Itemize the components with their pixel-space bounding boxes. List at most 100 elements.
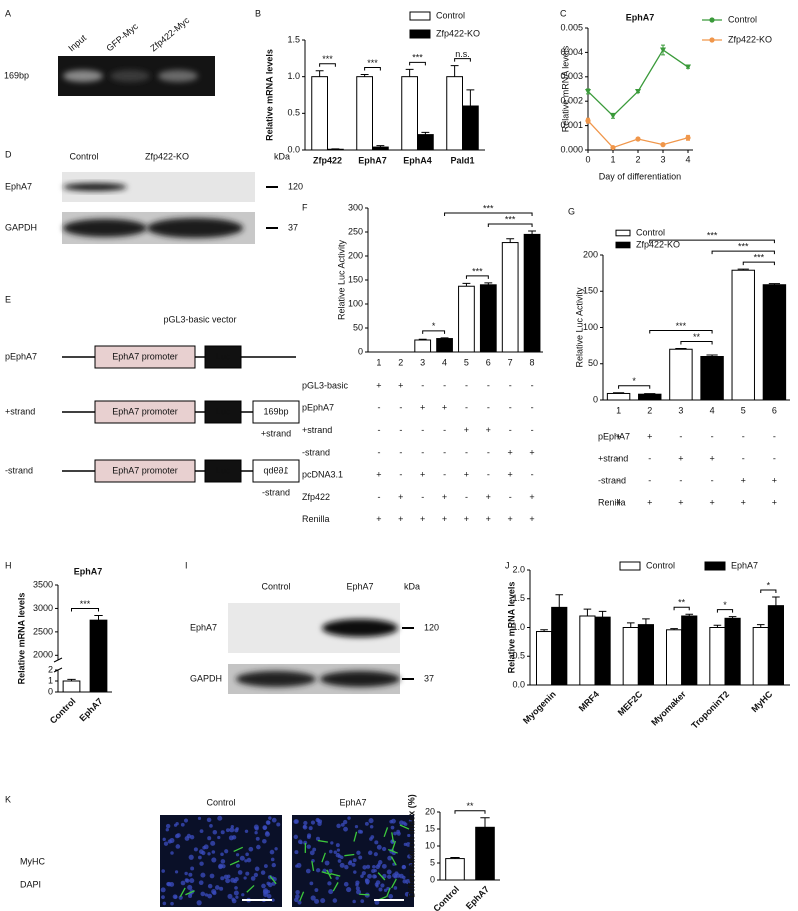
nucleus [230,877,236,883]
condition-label: -strand [598,475,626,485]
error-bar [768,283,781,285]
nucleus [310,820,316,825]
nucleus [312,847,317,852]
nucleus [210,840,216,846]
nucleus [297,900,302,905]
significance-bracket [71,607,99,612]
nucleus [271,862,276,868]
nucleus [250,876,256,881]
y-tick-label: 150 [583,286,598,296]
nucleus [253,872,259,878]
promoter-label: EphA7 promoter [112,351,178,361]
legend-label: Zfp422-KO [636,239,680,249]
condition-mark: - [443,425,446,435]
error-bar [360,73,369,77]
panel-label: C [560,8,567,18]
nucleus [202,845,206,850]
x-tick-label: 3 [420,357,425,367]
x-tick-label: EphA7 [77,696,104,723]
y-tick-label: 5 [430,857,435,867]
error-bar [772,596,780,606]
nucleus [336,848,341,852]
nucleus [212,890,217,896]
promoter-label: EphA7 promoter [112,465,178,475]
y-tick-label: 0.0 [287,144,300,154]
marker [660,47,666,53]
condition-mark: - [487,403,490,413]
reporter-label: Luc [216,351,231,361]
error-bar [685,613,694,616]
condition-mark: - [399,403,402,413]
y-tick-label: 0.001 [560,120,583,130]
myotube [269,875,277,885]
nucleus [271,817,277,823]
nucleus [184,836,190,841]
nucleus [357,829,362,834]
blot-band [63,219,147,237]
nucleus [342,819,348,825]
condition-mark: + [772,475,777,485]
nucleus [315,836,321,841]
error-bar [315,70,324,77]
marker [635,88,641,95]
nucleus [161,869,166,873]
nucleus [328,868,333,873]
x-tick-label: 3 [660,154,665,164]
blot-band [236,671,316,687]
nucleus [407,854,412,859]
condition-mark: - [509,492,512,502]
condition-mark: + [464,425,469,435]
nucleus [197,816,202,820]
nucleus [369,837,373,841]
y-tick-label: 0 [593,394,598,404]
bar [311,76,328,151]
condition-mark: + [376,470,381,480]
y-tick-label: 0.5 [287,108,300,118]
nucleus [174,833,180,839]
myotube [359,893,370,896]
error-bar [405,68,414,77]
lane-label: GFP-Myc [104,21,140,53]
nucleus [267,882,273,888]
nucleus [166,882,171,886]
x-tick-label: EphA7 [358,155,387,165]
chart-title: EphA7 [74,566,103,576]
y-tick-label: 10 [425,840,435,850]
nucleus [175,822,179,826]
nucleus [241,893,245,897]
nucleus [404,891,410,897]
nucleus [190,866,195,871]
nucleus [303,820,308,826]
y-axis-label: Relative mRNA levels [560,45,570,132]
legend-swatch [704,561,726,571]
significance-bracket [760,589,777,594]
nucleus [239,855,245,861]
significance-label: *** [505,214,516,224]
error-bar [612,392,625,394]
error-bar [506,238,515,243]
nucleus [188,872,193,877]
nucleus [314,898,320,904]
nucleus [262,838,267,844]
promoter-label: EphA7 promoter [112,406,178,416]
x-tick-label: 1 [610,154,615,164]
condition-mark: + [464,470,469,480]
legend-swatch [619,561,641,571]
nucleus [324,860,330,866]
legend-marker [709,17,715,23]
nucleus [333,850,338,854]
error-bar [462,282,471,287]
myotube [353,831,358,842]
nucleus [306,835,311,840]
nucleus [330,841,334,845]
nucleus [386,874,392,879]
y-tick-label: 1.5 [287,34,300,44]
condition-label: Renilla [598,497,626,507]
nucleus [160,887,166,893]
nucleus [339,862,345,868]
condition-mark: - [465,380,468,390]
insert-box [252,400,300,424]
nucleus [209,824,213,828]
nucleus [266,890,271,894]
gel-band [110,70,150,82]
